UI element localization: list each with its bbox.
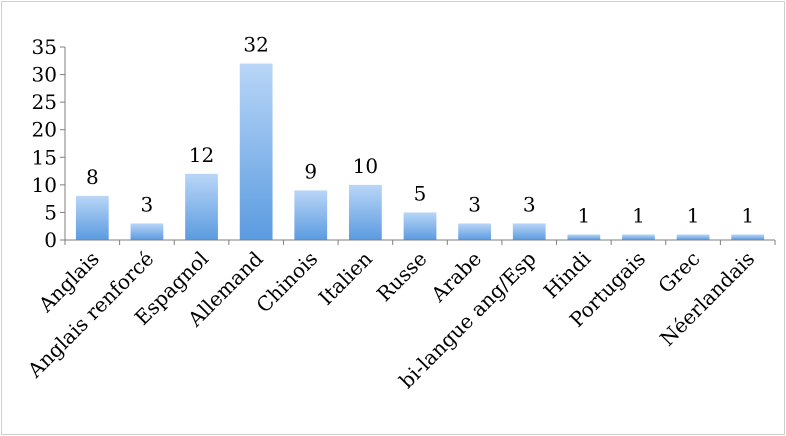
- data-label: 8: [86, 165, 99, 189]
- bar: [403, 212, 437, 240]
- bar: [349, 184, 382, 240]
- bar: [731, 234, 765, 240]
- bar: [185, 173, 218, 240]
- data-label: 5: [414, 181, 427, 205]
- y-tick-label: 10: [32, 173, 57, 197]
- bar: [676, 234, 710, 240]
- x-tick-label: Grec: [653, 247, 704, 298]
- x-tick-label: Russe: [372, 247, 432, 307]
- data-label: 1: [687, 203, 700, 227]
- bar: [75, 195, 109, 240]
- data-label: 1: [741, 203, 754, 227]
- bar: [294, 190, 328, 240]
- bar: [130, 223, 164, 240]
- data-labels-group: 8 3 12 32 9 10 5 3 3 1 1 1 1: [86, 33, 754, 228]
- x-tick-label: Italien: [314, 246, 377, 309]
- data-label: 3: [523, 192, 536, 216]
- data-label: 32: [243, 33, 268, 57]
- data-label: 3: [468, 192, 481, 216]
- data-label: 1: [577, 203, 590, 227]
- x-tick-label: Chinois: [251, 247, 322, 318]
- y-tick-label: 35: [32, 35, 57, 59]
- y-tick-label: 5: [44, 200, 57, 224]
- y-tick-label: 15: [32, 145, 57, 169]
- data-label: 10: [353, 154, 378, 178]
- y-tick-label: 20: [32, 118, 57, 142]
- bars-group: [75, 63, 765, 240]
- data-label: 1: [632, 203, 645, 227]
- bar: [567, 234, 601, 240]
- y-axis: 0 5 10 15 20 25 30 35: [32, 35, 66, 252]
- bar: [512, 223, 546, 240]
- data-label: 12: [189, 143, 214, 167]
- data-label: 9: [304, 159, 317, 183]
- bar: [239, 63, 273, 240]
- bar: [622, 234, 655, 240]
- y-tick-label: 30: [32, 63, 57, 87]
- data-label: 3: [141, 192, 154, 216]
- y-tick-label: 0: [44, 228, 57, 252]
- bar: [458, 223, 491, 240]
- y-tick-label: 25: [32, 90, 57, 114]
